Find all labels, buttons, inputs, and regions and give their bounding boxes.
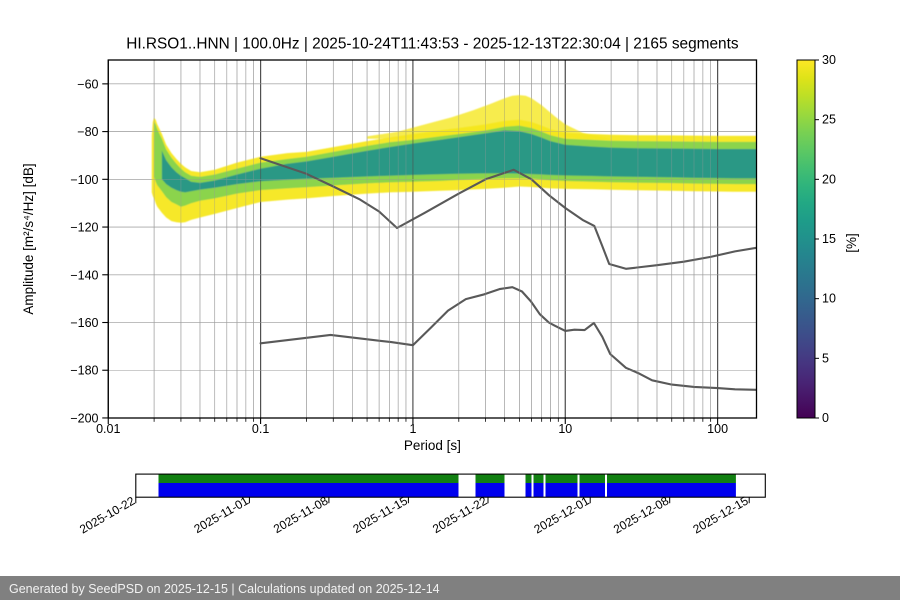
- svg-text:Amplitude [m²/s⁴/Hz] [dB]: Amplitude [m²/s⁴/Hz] [dB]: [21, 163, 36, 314]
- svg-text:10: 10: [822, 292, 836, 306]
- svg-text:0.1: 0.1: [252, 422, 269, 436]
- svg-text:100: 100: [707, 422, 728, 436]
- svg-text:5: 5: [822, 351, 829, 365]
- svg-text:30: 30: [822, 53, 836, 67]
- svg-text:2025-12-15: 2025-12-15: [691, 494, 751, 537]
- svg-text:15: 15: [822, 232, 836, 246]
- svg-text:−120: −120: [70, 221, 98, 235]
- svg-text:[%]: [%]: [844, 233, 859, 253]
- svg-text:1: 1: [409, 422, 416, 436]
- svg-text:2025-11-01: 2025-11-01: [192, 494, 252, 537]
- svg-text:2025-11-22: 2025-11-22: [430, 494, 490, 537]
- svg-text:−140: −140: [70, 268, 98, 282]
- svg-text:−100: −100: [70, 173, 98, 187]
- svg-text:20: 20: [822, 172, 836, 186]
- svg-text:2025-12-01: 2025-12-01: [532, 494, 592, 537]
- svg-text:Period [s]: Period [s]: [404, 438, 461, 453]
- svg-text:−60: −60: [77, 77, 98, 91]
- svg-text:−80: −80: [77, 125, 98, 139]
- svg-text:2025-12-08: 2025-12-08: [611, 494, 671, 537]
- svg-text:−200: −200: [70, 411, 98, 425]
- svg-text:2025-11-08: 2025-11-08: [271, 494, 331, 537]
- svg-text:2025-10-22: 2025-10-22: [77, 494, 137, 537]
- svg-text:2025-11-15: 2025-11-15: [351, 494, 411, 537]
- svg-text:10: 10: [558, 422, 572, 436]
- svg-text:25: 25: [822, 113, 836, 127]
- svg-text:−160: −160: [70, 316, 98, 330]
- svg-text:Generated by SeedPSD on 2025-1: Generated by SeedPSD on 2025-12-15 | Cal…: [9, 582, 440, 596]
- svg-text:0.01: 0.01: [96, 422, 120, 436]
- svg-text:−180: −180: [70, 364, 98, 378]
- svg-text:HI.RSO1..HNN | 100.0Hz | 2025-: HI.RSO1..HNN | 100.0Hz | 2025-10-24T11:4…: [126, 36, 739, 53]
- svg-text:0: 0: [822, 411, 829, 425]
